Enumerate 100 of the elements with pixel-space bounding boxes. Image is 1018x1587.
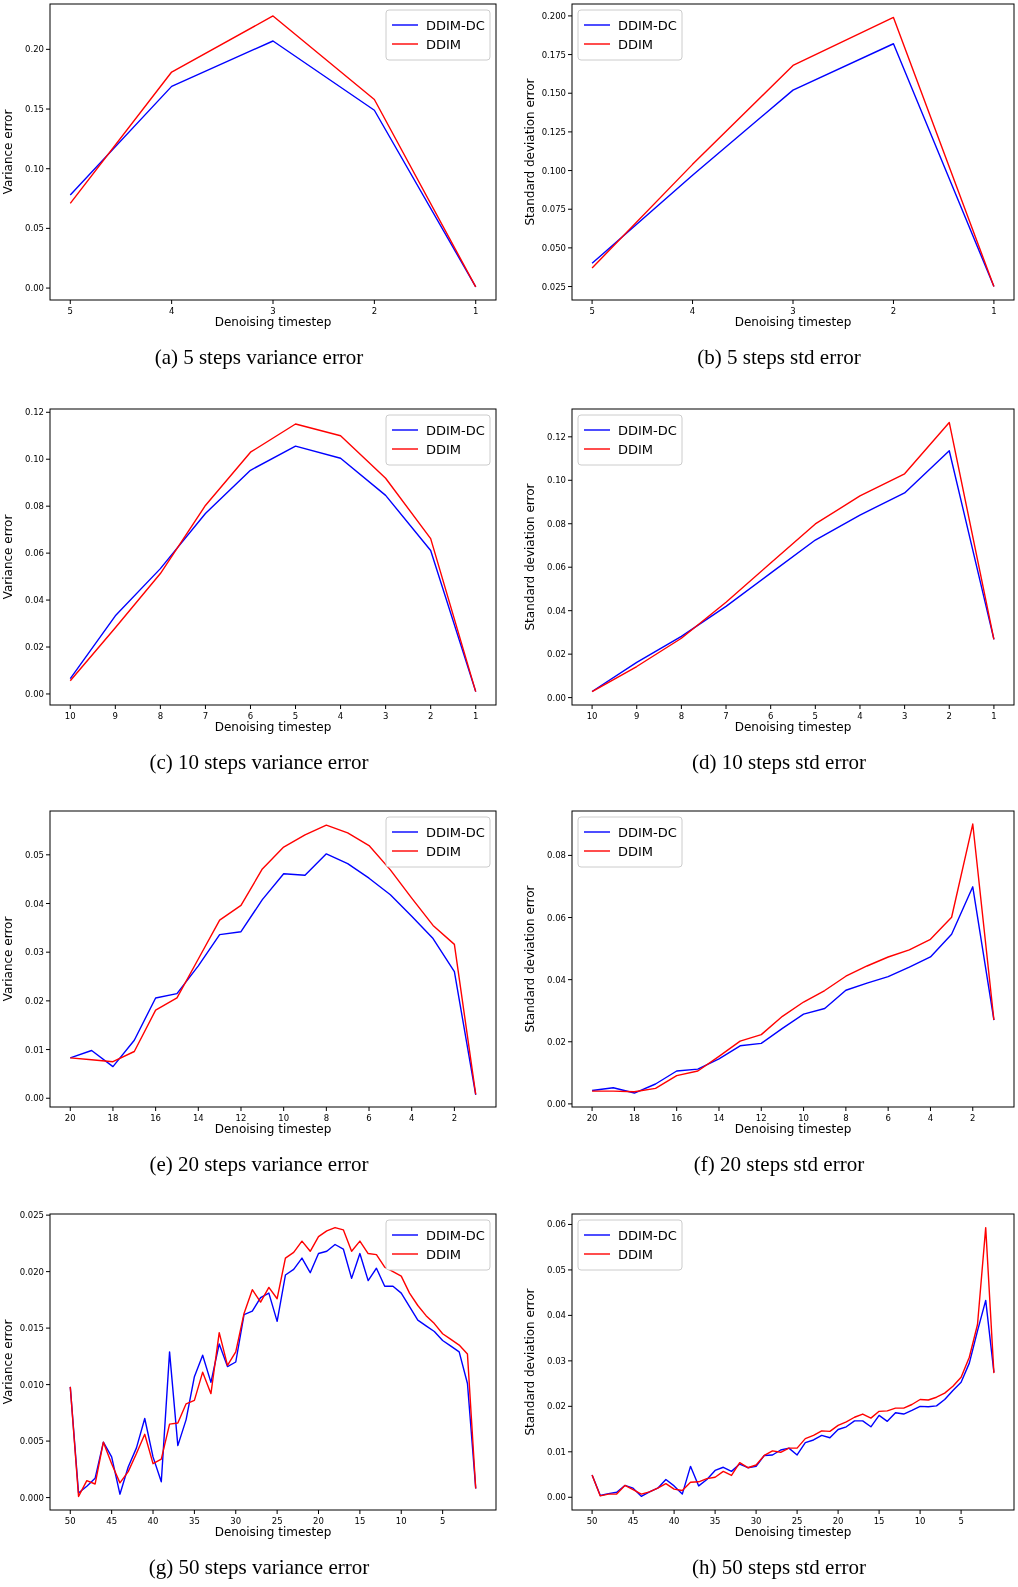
- y-tick-label: 0.00: [25, 688, 44, 699]
- y-tick-label: 0.00: [25, 1093, 44, 1104]
- y-axis-title: Standard deviation error: [523, 483, 537, 631]
- x-tick-label: 4: [927, 1113, 934, 1123]
- legend-label: DDIM-DC: [426, 18, 485, 33]
- x-tick-label: 8: [678, 711, 685, 721]
- y-tick-label: 0.05: [25, 223, 44, 234]
- x-axis-title: Denoising timestep: [734, 720, 852, 734]
- x-tick-label: 25: [791, 1516, 803, 1526]
- x-tick-label: 10: [395, 1516, 407, 1526]
- x-tick-label: 20: [586, 1113, 598, 1123]
- x-tick-label: 3: [270, 306, 276, 316]
- x-tick-label: 10: [914, 1516, 926, 1526]
- x-axis-title: Denoising timestep: [214, 315, 332, 329]
- x-tick-label: 6: [366, 1113, 372, 1123]
- y-tick-label: 0.100: [541, 165, 566, 176]
- y-axis-title: Variance error: [1, 1319, 15, 1405]
- y-tick-label: 0.03: [547, 1355, 566, 1366]
- y-tick-label: 0.04: [25, 595, 44, 606]
- y-tick-label: 0.04: [547, 1310, 566, 1321]
- y-tick-label: 0.00: [547, 1098, 566, 1109]
- y-axis-title: Standard deviation error: [523, 885, 537, 1033]
- x-tick-label: 16: [671, 1113, 683, 1123]
- y-tick-label: 0.020: [19, 1266, 44, 1277]
- x-axis-title: Denoising timestep: [214, 1122, 332, 1136]
- y-axis-title: Variance error: [1, 109, 15, 195]
- x-tick-label: 4: [689, 306, 696, 316]
- legend-label: DDIM-DC: [426, 825, 485, 840]
- x-tick-label: 6: [885, 1113, 891, 1123]
- y-tick-label: 0.00: [547, 1492, 566, 1503]
- y-tick-label: 0.01: [25, 1044, 44, 1055]
- y-tick-label: 0.06: [547, 1219, 566, 1230]
- y-tick-label: 0.03: [25, 947, 44, 958]
- y-axis-title: Variance error: [1, 916, 15, 1002]
- y-tick-label: 0.025: [19, 1210, 44, 1221]
- x-tick-label: 4: [409, 1113, 415, 1123]
- x-tick-label: 18: [107, 1113, 119, 1123]
- x-tick-label: 2: [371, 306, 378, 316]
- y-tick-label: 0.15: [25, 104, 44, 115]
- x-tick-label: 1: [473, 306, 479, 316]
- y-tick-label: 0.00: [25, 283, 44, 294]
- x-axis-title: Denoising timestep: [734, 315, 852, 329]
- x-tick-label: 1: [991, 306, 997, 316]
- x-tick-label: 10: [64, 711, 76, 721]
- y-tick-label: 0.06: [547, 562, 566, 573]
- y-tick-label: 0.02: [547, 649, 566, 660]
- y-axis-title: Standard deviation error: [523, 78, 537, 226]
- y-tick-label: 0.04: [547, 605, 566, 616]
- text: (h) 50 steps std error: [692, 1555, 866, 1579]
- x-tick-label: 2: [451, 1113, 458, 1123]
- line-series: [591, 1226, 995, 1497]
- x-tick-label: 25: [271, 1516, 283, 1526]
- text: (f) 20 steps std error: [693, 1152, 865, 1176]
- text: (g) 50 steps variance error: [148, 1555, 370, 1579]
- x-tick-label: 45: [627, 1516, 639, 1526]
- legend-label: DDIM: [618, 1247, 654, 1262]
- x-tick-label: 8: [843, 1113, 849, 1123]
- legend-label: DDIM-DC: [426, 423, 485, 438]
- legend-label: DDIM-DC: [426, 1228, 485, 1243]
- x-axis-title: Denoising timestep: [214, 720, 332, 734]
- x-tick-label: 12: [755, 1113, 767, 1123]
- x-tick-label: 5: [812, 711, 819, 721]
- legend-label: DDIM: [618, 844, 654, 859]
- legend-label: DDIM-DC: [618, 18, 677, 33]
- x-tick-label: 5: [67, 306, 73, 316]
- x-tick-label: 50: [64, 1516, 76, 1526]
- y-tick-label: 0.000: [19, 1492, 44, 1503]
- x-tick-label: 30: [230, 1516, 242, 1526]
- x-tick-label: 2: [890, 306, 897, 316]
- x-tick-label: 35: [188, 1516, 200, 1526]
- x-tick-label: 5: [439, 1516, 446, 1526]
- x-tick-label: 5: [958, 1516, 964, 1526]
- y-tick-label: 0.12: [547, 431, 566, 442]
- legend-label: DDIM: [426, 1247, 462, 1262]
- x-tick-label: 10: [278, 1113, 290, 1123]
- x-tick-label: 1: [473, 711, 479, 721]
- x-tick-label: 2: [970, 1113, 976, 1123]
- legend-label: DDIM-DC: [618, 1228, 677, 1243]
- x-tick-label: 10: [586, 711, 598, 721]
- x-tick-label: 1: [991, 711, 997, 721]
- text: (a) 5 steps variance error: [154, 345, 364, 369]
- x-tick-label: 14: [192, 1113, 204, 1123]
- y-axis-title: Standard deviation error: [523, 1288, 537, 1436]
- y-tick-label: 0.08: [547, 850, 566, 861]
- y-tick-label: 0.02: [547, 1036, 566, 1047]
- x-tick-label: 30: [750, 1516, 762, 1526]
- y-tick-label: 0.125: [541, 126, 566, 137]
- x-tick-label: 7: [202, 711, 209, 721]
- x-tick-label: 45: [106, 1516, 118, 1526]
- x-tick-label: 20: [832, 1516, 844, 1526]
- x-tick-label: 6: [767, 711, 774, 721]
- y-tick-label: 0.20: [25, 44, 44, 55]
- y-tick-label: 0.150: [541, 88, 566, 99]
- x-tick-label: 3: [382, 711, 389, 721]
- y-tick-label: 0.025: [541, 281, 566, 292]
- legend-label: DDIM: [426, 37, 462, 52]
- x-tick-label: 10: [798, 1113, 809, 1123]
- y-tick-label: 0.00: [547, 692, 566, 703]
- x-tick-label: 12: [235, 1113, 247, 1123]
- x-tick-label: 3: [901, 711, 908, 721]
